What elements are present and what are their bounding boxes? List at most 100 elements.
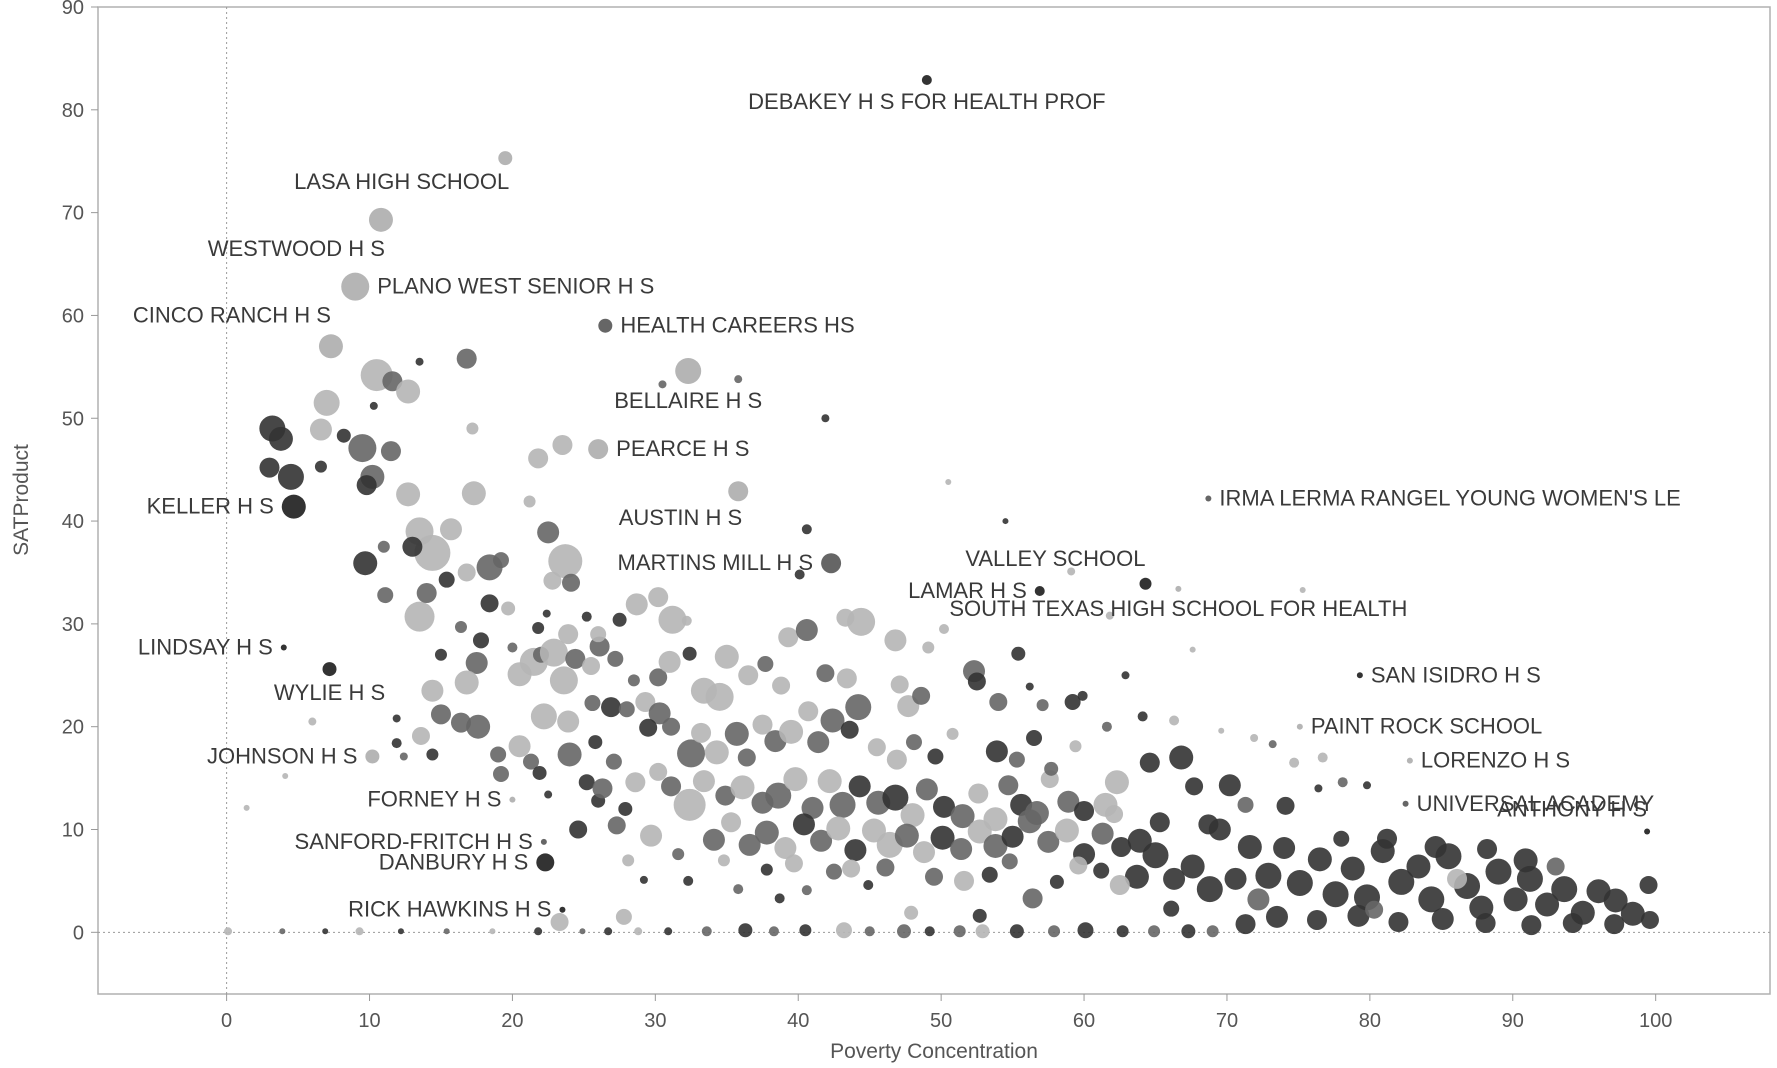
data-point — [754, 820, 779, 845]
labeled-point — [498, 151, 513, 166]
data-point — [1163, 867, 1186, 890]
data-point — [1105, 805, 1124, 824]
labeled-point — [536, 853, 555, 872]
data-point — [607, 650, 624, 667]
data-point — [1169, 745, 1194, 770]
labeled-point — [728, 481, 749, 502]
data-point — [658, 605, 687, 634]
data-points — [224, 74, 1659, 939]
labeled-point — [1406, 757, 1413, 764]
school-label: LORENZO H S — [1421, 748, 1570, 773]
x-axis-title: Poverty Concentration — [830, 1040, 1038, 1063]
data-point — [795, 619, 818, 642]
data-point — [615, 908, 632, 925]
data-point — [532, 765, 547, 780]
data-point — [896, 924, 911, 939]
data-point — [1002, 518, 1009, 525]
data-point — [1093, 862, 1110, 879]
data-point — [635, 692, 656, 713]
data-point — [847, 607, 876, 636]
data-point — [950, 804, 975, 829]
data-point — [792, 813, 815, 836]
data-point — [1268, 740, 1277, 749]
data-point — [1322, 881, 1349, 908]
data-point — [402, 536, 423, 557]
x-tick-label: 10 — [358, 1010, 380, 1032]
data-point — [336, 428, 351, 443]
data-point — [466, 714, 491, 739]
data-point — [1189, 646, 1196, 653]
data-point — [1139, 752, 1160, 773]
school-label: PAINT ROCK SCHOOL — [1311, 714, 1542, 739]
data-point — [612, 612, 627, 627]
data-point — [922, 641, 935, 654]
data-point — [1365, 900, 1384, 919]
data-point — [1307, 847, 1332, 872]
data-point — [737, 748, 756, 767]
data-point — [882, 784, 909, 811]
data-point — [1054, 818, 1079, 843]
data-point — [1620, 901, 1645, 926]
school-label: ANTHONY H S — [1497, 797, 1647, 822]
data-point — [864, 926, 875, 937]
data-point — [981, 866, 998, 883]
data-point — [1639, 876, 1658, 895]
data-point — [457, 563, 476, 582]
data-point — [927, 748, 944, 765]
data-point — [1337, 777, 1348, 788]
data-point — [399, 752, 408, 761]
data-point — [581, 611, 592, 622]
data-point — [314, 460, 327, 473]
data-point — [562, 573, 581, 592]
data-point — [582, 657, 601, 676]
data-point — [391, 738, 402, 749]
data-point — [1124, 864, 1149, 889]
data-point — [1551, 876, 1578, 903]
data-point — [1286, 869, 1313, 896]
data-point — [528, 448, 549, 469]
data-point — [625, 772, 646, 793]
data-point — [396, 379, 421, 404]
data-point — [492, 765, 509, 782]
data-point — [1022, 888, 1043, 909]
data-point — [558, 624, 579, 645]
data-point — [1111, 836, 1132, 857]
data-point — [884, 629, 907, 652]
y-tick-label: 40 — [62, 511, 84, 533]
data-point — [1562, 913, 1583, 934]
data-point — [983, 833, 1008, 858]
data-point — [816, 664, 835, 683]
data-point — [355, 927, 364, 936]
data-point — [565, 648, 586, 669]
data-point — [1388, 912, 1409, 933]
data-point — [1101, 721, 1112, 732]
data-point — [1001, 853, 1018, 870]
data-point — [1289, 757, 1300, 768]
data-point — [1237, 796, 1254, 813]
data-point — [1535, 892, 1560, 917]
data-point — [702, 828, 725, 851]
school-label: JOHNSON H S — [207, 744, 357, 769]
data-point — [933, 795, 956, 818]
data-point — [542, 609, 551, 618]
data-point — [738, 923, 753, 938]
data-point — [454, 620, 467, 633]
school-label: KELLER H S — [147, 494, 274, 519]
labeled-point — [318, 334, 343, 359]
y-tick-label: 60 — [62, 305, 84, 327]
labeled-point — [559, 906, 566, 913]
data-point — [534, 927, 543, 936]
data-point — [461, 481, 486, 506]
y-axis-ticks: 0 10 20 30 40 50 60 70 80 90 — [62, 0, 98, 944]
data-point — [1475, 913, 1496, 934]
data-point — [950, 838, 973, 861]
data-point — [912, 841, 935, 864]
data-point — [810, 829, 833, 852]
data-point — [1447, 868, 1468, 889]
data-point — [967, 672, 986, 691]
school-label: SOUTH TEXAS HIGH SCHOOL FOR HEALTH — [949, 596, 1407, 621]
data-point — [1418, 886, 1445, 913]
data-point — [639, 875, 648, 884]
x-tick-label: 50 — [930, 1010, 952, 1032]
data-point — [450, 712, 471, 733]
